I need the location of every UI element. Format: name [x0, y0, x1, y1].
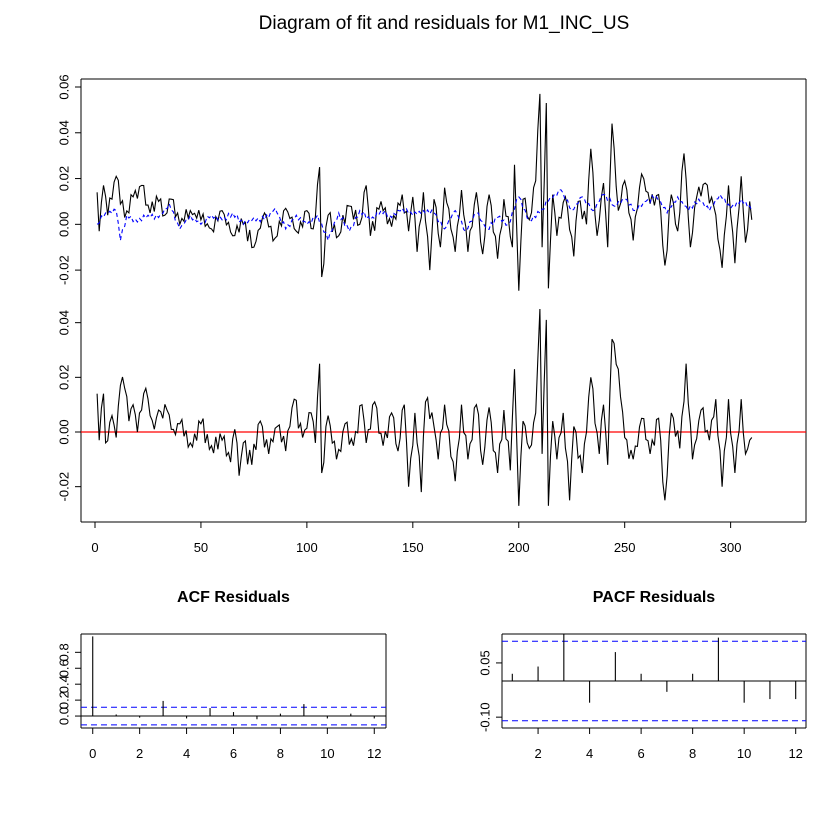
res-y-tick-label: 0.02 — [57, 365, 72, 390]
fit-series-fitted-line — [96, 188, 753, 243]
acf-x-tick-label: 6 — [230, 746, 237, 761]
pacf-panel: -0.10 0.05 PACF Residuals 2 4 6 8 10 12 — [478, 589, 807, 761]
pacf-x-tick-label: 8 — [689, 746, 696, 761]
res-x-tick-label: 250 — [614, 540, 636, 555]
fit-y-tick-label: -0.02 — [57, 255, 72, 285]
res-x-tick-label: 150 — [402, 540, 424, 555]
pacf-title: PACF Residuals — [593, 589, 716, 606]
res-series-actual-line — [96, 308, 753, 506]
acf-y-tick-label: 0.8 — [57, 643, 72, 661]
res-x-tick-label: 100 — [296, 540, 318, 555]
res-y-tick-label: 0.00 — [57, 419, 72, 444]
res-y-tick-label: -0.02 — [57, 472, 72, 502]
acf-y-tick-label: 0.2 — [57, 691, 72, 709]
acf-title: ACF Residuals — [177, 589, 290, 606]
acf-y-tick-label: 0.6 — [57, 659, 72, 677]
acf-x-tick-label: 12 — [367, 746, 381, 761]
pacf-y-tick-label: 0.05 — [478, 650, 493, 675]
acf-x-tick-label: 2 — [136, 746, 143, 761]
res-y-tick-label: 0.04 — [57, 310, 72, 335]
fit-y-tick-label: 0.06 — [57, 74, 72, 99]
fit-y-tick-label: 0.02 — [57, 166, 72, 191]
fit-y-tick-label: 0.00 — [57, 212, 72, 237]
res-x-tick-label: 200 — [508, 540, 530, 555]
fit-y-tick-label: 0.04 — [57, 120, 72, 145]
pacf-x-tick-label: 2 — [534, 746, 541, 761]
acf-x-tick-label: 0 — [89, 746, 96, 761]
fit-series-actual-line — [96, 93, 753, 291]
pacf-x-tick-label: 12 — [788, 746, 802, 761]
pacf-y-tick-label: -0.10 — [478, 702, 493, 732]
pacf-x-tick-label: 10 — [737, 746, 751, 761]
residual-panel: -0.02 0.00 0.02 0.04 0 50 100 150 200 250 300 — [57, 301, 807, 555]
acf-y-tick-label: 0.4 — [57, 675, 72, 693]
acf-y-tick-label: 0.0 — [57, 707, 72, 725]
res-x-tick-label: 300 — [720, 540, 742, 555]
figure-title: Diagram of fit and residuals for M1_INC_… — [259, 13, 630, 34]
acf-panel: 0.00.20.40.60.8 ACF Residuals 0 2 4 6 8 10 12 — [57, 589, 387, 761]
acf-x-tick-label: 8 — [277, 746, 284, 761]
res-x-tick-label: 0 — [91, 540, 98, 555]
res-x-tick-label: 50 — [194, 540, 208, 555]
acf-x-tick-label: 4 — [183, 746, 190, 761]
pacf-x-tick-label: 6 — [638, 746, 645, 761]
pacf-x-tick-label: 4 — [586, 746, 593, 761]
fit-panel: -0.02 0.00 0.02 0.04 0.06 — [57, 74, 807, 301]
acf-x-tick-label: 10 — [320, 746, 334, 761]
